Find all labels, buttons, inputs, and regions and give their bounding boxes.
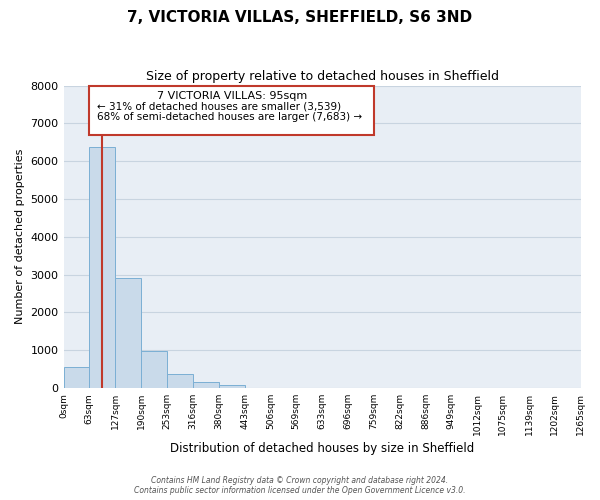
Title: Size of property relative to detached houses in Sheffield: Size of property relative to detached ho… xyxy=(146,70,499,83)
Bar xyxy=(219,385,245,388)
Y-axis label: Number of detached properties: Number of detached properties xyxy=(15,149,25,324)
Bar xyxy=(64,368,89,388)
Bar xyxy=(141,351,167,388)
Bar xyxy=(193,382,219,388)
Text: 7 VICTORIA VILLAS: 95sqm: 7 VICTORIA VILLAS: 95sqm xyxy=(157,91,307,101)
X-axis label: Distribution of detached houses by size in Sheffield: Distribution of detached houses by size … xyxy=(170,442,474,455)
Text: ← 31% of detached houses are smaller (3,539): ← 31% of detached houses are smaller (3,… xyxy=(97,102,341,112)
Bar xyxy=(115,278,141,388)
Bar xyxy=(89,147,115,388)
Text: Contains HM Land Registry data © Crown copyright and database right 2024.
Contai: Contains HM Land Registry data © Crown c… xyxy=(134,476,466,495)
Text: 68% of semi-detached houses are larger (7,683) →: 68% of semi-detached houses are larger (… xyxy=(97,112,362,122)
Text: 7, VICTORIA VILLAS, SHEFFIELD, S6 3ND: 7, VICTORIA VILLAS, SHEFFIELD, S6 3ND xyxy=(127,10,473,25)
FancyBboxPatch shape xyxy=(89,86,374,134)
Bar xyxy=(167,374,193,388)
